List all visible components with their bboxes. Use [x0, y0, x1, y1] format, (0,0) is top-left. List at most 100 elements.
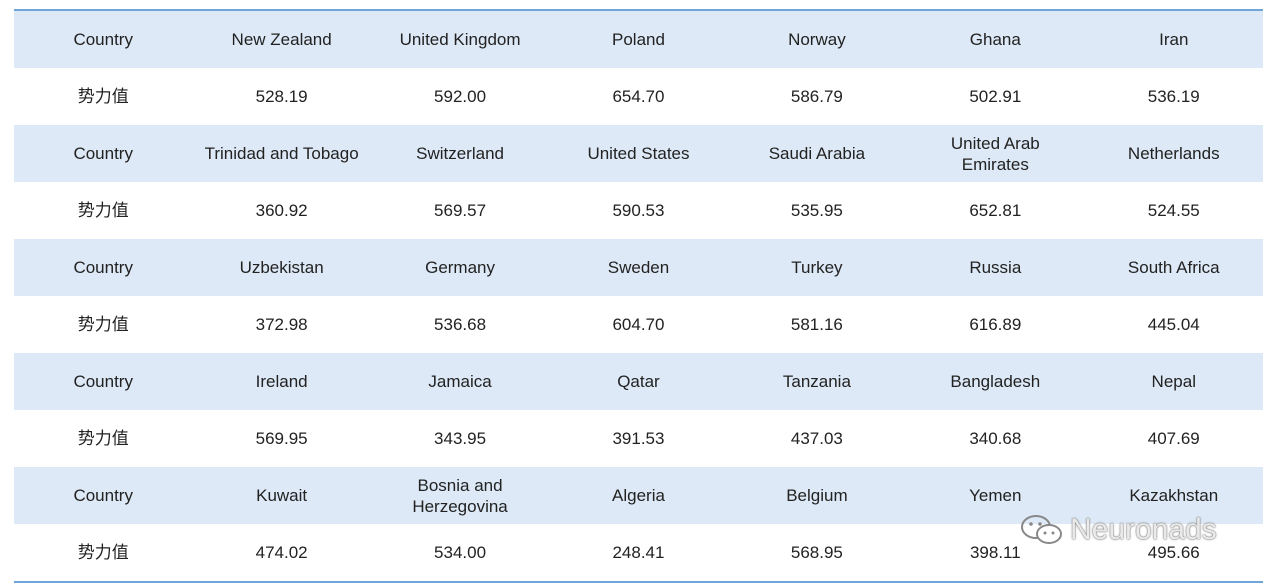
value-row: 势力值 372.98 536.68 604.70 581.16 616.89 445.04: [14, 296, 1263, 353]
table-cell: Nepal: [1084, 353, 1263, 410]
value: 569.57: [434, 201, 487, 220]
table-cell: Tanzania: [727, 353, 907, 410]
country-name: Ireland: [255, 372, 308, 391]
name-row: Country Trinidad and Tobago Switzerland Uni…: [14, 125, 1263, 182]
table-cell: 535.95: [728, 182, 906, 239]
country-name: United Kingdom: [399, 30, 521, 49]
country-name: Norway: [788, 30, 846, 49]
table-cell: 524.55: [1085, 182, 1263, 239]
table-cell: Algeria: [549, 467, 728, 524]
country-name: Tanzania: [782, 372, 851, 391]
value-row: 势力值 528.19 592.00 654.70 586.79 502.91 536.19: [14, 68, 1263, 125]
table-cell: Country: [14, 10, 193, 68]
table-cell: Poland: [549, 10, 728, 68]
table-cell: 势力值: [14, 524, 192, 582]
country-name: United States: [587, 144, 690, 163]
table-cell: Ireland: [192, 353, 371, 410]
table-cell: Country: [14, 353, 193, 410]
row-label: Country: [73, 144, 133, 163]
value: 536.19: [1147, 87, 1200, 106]
table-cell: Kazakhstan: [1084, 467, 1263, 524]
table-cell: 528.19: [192, 68, 370, 125]
value-row: 势力值 474.02 534.00 248.41 568.95 398.11 495.66: [14, 524, 1263, 582]
table-cell: Country: [14, 239, 193, 296]
table-cell: Iran: [1084, 10, 1263, 68]
table-cell: 407.69: [1085, 410, 1263, 467]
table-cell: Yemen: [906, 467, 1085, 524]
table-cell: 340.68: [906, 410, 1084, 467]
value: 616.89: [969, 315, 1022, 334]
table-cell: Norway: [727, 10, 907, 68]
country-name: Russia: [969, 258, 1022, 277]
country-name: Nepal: [1151, 372, 1196, 391]
value: 535.95: [790, 201, 843, 220]
value: 445.04: [1147, 315, 1200, 334]
table-cell: United Arab Emirates: [906, 125, 1085, 182]
table-cell: New Zealand: [192, 10, 371, 68]
value: 568.95: [790, 543, 843, 562]
table-cell: 445.04: [1085, 296, 1263, 353]
value: 581.16: [790, 315, 843, 334]
table-cell: 495.66: [1085, 524, 1263, 582]
value: 343.95: [434, 429, 487, 448]
country-name: Netherlands: [1127, 144, 1220, 163]
table-cell: 398.11: [906, 524, 1084, 582]
country-name: Qatar: [617, 372, 660, 391]
country-name: Algeria: [612, 486, 665, 505]
country-name: Switzerland: [416, 144, 504, 163]
table-cell: Germany: [370, 239, 550, 296]
wechat-icon: [1021, 515, 1062, 544]
country-name: Uzbekistan: [239, 258, 324, 277]
table-cell: 652.81: [906, 182, 1084, 239]
table-cell: 248.41: [549, 524, 727, 582]
value: 652.81: [969, 201, 1022, 220]
table-cell: Turkey: [727, 239, 907, 296]
value: 474.02: [255, 543, 308, 562]
value: 407.69: [1147, 429, 1200, 448]
table-cell: 581.16: [728, 296, 906, 353]
table-cell: 592.00: [371, 68, 549, 125]
table-cell: Qatar: [549, 353, 728, 410]
table-cell: Belgium: [727, 467, 907, 524]
value: 536.68: [434, 315, 487, 334]
country-name: Saudi Arabia: [768, 144, 866, 163]
table-cell: Netherlands: [1084, 125, 1263, 182]
value: 495.66: [1147, 543, 1200, 562]
name-row: Country New Zealand United Kingdom Poland No…: [14, 10, 1263, 68]
value: 524.55: [1147, 201, 1200, 220]
table-cell: 502.91: [906, 68, 1084, 125]
value: 592.00: [434, 87, 487, 106]
table-cell: 势力值: [14, 182, 192, 239]
row-label: Country: [73, 30, 133, 49]
row-label: Country: [73, 258, 133, 277]
table-cell: Trinidad and Tobago: [192, 125, 371, 182]
table-cell: 569.95: [192, 410, 370, 467]
table-cell: Saudi Arabia: [727, 125, 907, 182]
table-cell: Sweden: [549, 239, 728, 296]
value: 528.19: [255, 87, 308, 106]
watermark-text: Neuronads: [1070, 513, 1217, 546]
value: 372.98: [255, 315, 308, 334]
value: 502.91: [969, 87, 1022, 106]
table-cell: Country: [14, 467, 193, 524]
country-name: Jamaica: [428, 372, 492, 391]
value: 586.79: [790, 87, 843, 106]
table-cell: Bosnia and Herzegovina: [370, 467, 550, 524]
country-name: Bosnia and Herzegovina: [412, 475, 508, 516]
table-cell: Uzbekistan: [192, 239, 371, 296]
table-cell: 534.00: [371, 524, 549, 582]
country-name: Yemen: [969, 486, 1022, 505]
table-cell: Switzerland: [370, 125, 550, 182]
table-cell: 势力值: [14, 68, 192, 125]
watermark: Neuronads: [1020, 512, 1217, 548]
row-label: 势力值: [77, 543, 129, 562]
value: 604.70: [612, 315, 665, 334]
table-cell: 势力值: [14, 410, 192, 467]
table-cell: 343.95: [371, 410, 549, 467]
table-cell: 590.53: [549, 182, 727, 239]
table-cell: 654.70: [549, 68, 727, 125]
table-cell: 391.53: [549, 410, 727, 467]
country-name: Iran: [1159, 30, 1189, 49]
row-label: Country: [73, 486, 133, 505]
